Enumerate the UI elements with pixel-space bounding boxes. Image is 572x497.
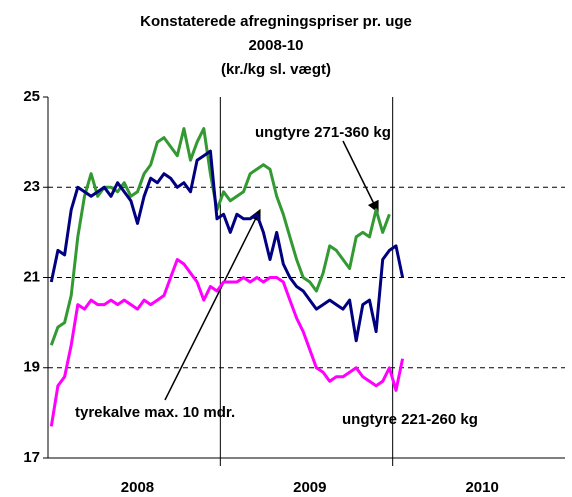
x-tick-label: 2009	[293, 479, 326, 496]
series-label: ungtyre 271-360 kg	[255, 124, 391, 141]
x-tick-label: 2008	[121, 479, 154, 496]
annotation-arrow	[342, 140, 379, 214]
series-line	[49, 149, 405, 343]
series-line	[49, 258, 405, 427]
chart-title: (kr./kg sl. vægt)	[221, 61, 331, 78]
chart-title: 2008-10	[248, 37, 303, 54]
y-tick-label: 17	[23, 449, 40, 466]
y-tick-label: 21	[23, 268, 40, 285]
y-tick-label: 25	[23, 88, 40, 105]
series-label: tyrekalve max. 10 mdr.	[75, 404, 235, 421]
x-tick-label: 2010	[465, 479, 498, 496]
series-line	[51, 129, 402, 346]
y-tick-label: 23	[23, 178, 40, 195]
series-label: ungtyre 221-260 kg	[342, 411, 478, 428]
y-tick-label: 19	[23, 359, 40, 376]
chart-title: Konstaterede afregningspriser pr. uge	[140, 13, 412, 30]
annotation-arrow	[164, 208, 261, 401]
